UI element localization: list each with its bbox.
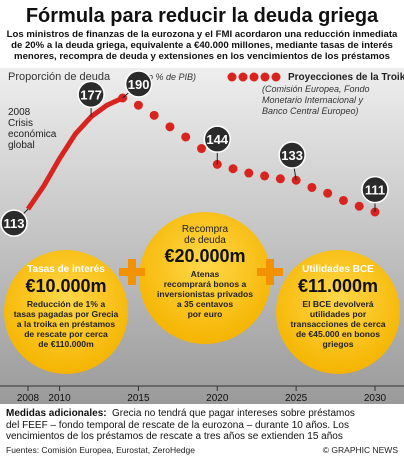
projection-dot: [133, 100, 143, 110]
legend-note: Banco Central Europeo): [262, 106, 359, 116]
projection-dot: [181, 132, 191, 142]
measure-text: griegos: [322, 339, 353, 349]
plus-sign: [119, 259, 145, 285]
label-bubble: [0, 209, 28, 237]
legend-dot: [249, 72, 259, 82]
projection-dot: [244, 168, 254, 178]
value-label: 133: [281, 148, 303, 163]
measure-text: por euro: [188, 309, 223, 319]
footer-label: Medidas adicionales:: [6, 408, 107, 419]
measure-amount: €10.000m: [25, 276, 106, 296]
legend-note: (como % de PIB): [128, 72, 196, 82]
value-label: 190: [128, 77, 150, 92]
projection-dot: [307, 182, 317, 192]
footer-line: Grecia no tendrá que pagar intereses sob…: [112, 408, 355, 419]
measure-text: de rescate por cerca: [24, 329, 108, 339]
x-tick-label: 2010: [48, 393, 71, 404]
measure-text: El BCE devolverá: [302, 299, 373, 309]
measure-title: Tasas de interés: [27, 264, 105, 275]
measure-circle: [276, 250, 400, 374]
label-bubble: [203, 125, 232, 153]
measure-text: utilidades por: [310, 309, 367, 319]
measure-text: de €45.000 en bonos: [296, 329, 380, 339]
label-bubble: [361, 175, 389, 204]
legend-label: Proyecciones de la Troika: [288, 72, 404, 83]
projection-dot: [165, 122, 175, 132]
legend-note: Monetario Internacional y: [262, 95, 364, 105]
value-label: 144: [206, 132, 228, 147]
projection-dot: [275, 174, 285, 184]
measure-text: a 35 centavos: [177, 299, 234, 309]
measure-text: de €110.000m: [38, 339, 94, 349]
credit: © GRAPHIC NEWS: [323, 445, 399, 455]
projection-dot: [354, 201, 364, 211]
label-bubble: [278, 141, 306, 169]
legend-dot: [238, 72, 248, 82]
measure-text: tasas pagadas por Grecia: [14, 309, 119, 319]
label-bubble: [77, 80, 105, 109]
annotation: Crisis: [8, 118, 33, 129]
legend-note: (Comisión Europea, Fondo: [262, 84, 370, 94]
measure-title: de deuda: [184, 235, 226, 246]
measure-text: a la troika en préstamos: [17, 319, 116, 329]
projection-dot: [338, 195, 348, 205]
subtitle: Los ministros de finanzas de la eurozona…: [7, 29, 398, 62]
projection-dot: [228, 164, 238, 174]
annotation: 2008: [8, 107, 31, 118]
x-tick-label: 2030: [364, 393, 387, 404]
measure-text: inversionistas privados: [157, 289, 253, 299]
footer: Medidas adicionales: Grecia no tendrá que…: [6, 408, 398, 455]
measure-text: Reducción de 1% a: [27, 299, 106, 309]
annotation: económica: [8, 129, 57, 140]
value-label: 177: [80, 87, 102, 102]
legend-dot: [260, 72, 270, 82]
x-tick-label: 2020: [206, 393, 229, 404]
legend-dot: [227, 72, 237, 82]
measure-text: recomprará bonos a: [164, 279, 247, 289]
measure-amount: €11.000m: [298, 276, 378, 296]
series-line: [25, 95, 124, 211]
legend-label: Proporción de deuda: [8, 71, 111, 83]
value-label: 111: [365, 183, 385, 198]
projection-dot: [323, 188, 333, 198]
projection-dot: [260, 171, 270, 181]
measure-circle: [4, 250, 128, 374]
measure-text: transacciones de cerca: [290, 319, 385, 329]
footer-line: vencimientos de los préstamos de rescate…: [6, 431, 343, 442]
x-tick-label: 2015: [127, 393, 150, 404]
x-tick-label: 2008: [17, 393, 40, 404]
measure-title: Utilidades BCE: [302, 264, 374, 275]
footer-line: del FEEF – fondo temporal de rescate de …: [6, 420, 349, 431]
annotation: global: [8, 140, 35, 151]
chart: 2008 2010 2015 2020 2025 20302008Crisiseconóm…: [0, 70, 404, 404]
subtitle-line: Los ministros de finanzas de la eurozona…: [7, 29, 398, 40]
title: Fórmula para reducir la deuda griega: [26, 5, 379, 27]
measure-amount: €20.000m: [164, 246, 245, 266]
value-label: 113: [4, 216, 25, 231]
measure-text: Atenas: [191, 269, 220, 279]
measure-circle: [139, 212, 271, 344]
legend-dot: [271, 72, 281, 82]
measures: Tasas de interés€10.000m Reducción de 1% …: [4, 212, 400, 374]
x-tick-label: 2025: [285, 393, 308, 404]
plus-sign: [257, 259, 283, 285]
subtitle-line: de 20% a la deuda griega, equivalente a …: [11, 40, 393, 51]
measure-title: Recompra: [182, 224, 229, 235]
sources: Fuentes: Comisión Europea, Eurostat, Zer…: [6, 445, 195, 455]
label-bubble: [124, 70, 153, 98]
subtitle-line: menores, recompra de deuda y extensiones…: [14, 51, 390, 62]
projection-dot: [149, 110, 159, 120]
projection-dot: [197, 144, 206, 154]
